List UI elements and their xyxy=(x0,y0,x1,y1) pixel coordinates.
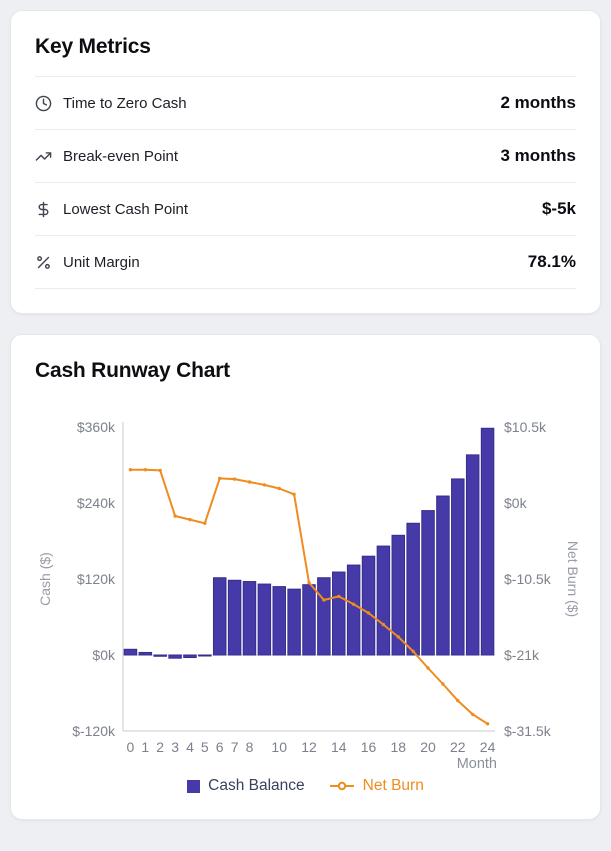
net-burn-marker-icon xyxy=(329,781,354,791)
svg-text:8: 8 xyxy=(246,739,254,755)
svg-text:3: 3 xyxy=(171,739,179,755)
legend-item-cash-balance[interactable]: Cash Balance xyxy=(187,777,305,795)
svg-text:24: 24 xyxy=(480,739,496,755)
metric-label: Unit Margin xyxy=(63,253,140,271)
metric-row-lowest-cash-point: Lowest Cash Point $-5k xyxy=(35,183,576,236)
x-axis-labels: 0 1 2 3 4 5 6 7 8 10 12 14 16 18 20 22 24 xyxy=(127,739,496,755)
svg-text:$120k: $120k xyxy=(77,571,116,587)
svg-text:$-10.5k: $-10.5k xyxy=(504,571,552,587)
net-burn-line xyxy=(128,468,490,726)
metric-row-break-even-point: Break-even Point 3 months xyxy=(35,130,576,183)
clock-icon xyxy=(35,95,52,112)
key-metrics-list: Time to Zero Cash 2 months Break-even Po… xyxy=(35,76,576,289)
legend-label-net-burn: Net Burn xyxy=(362,777,424,794)
svg-text:$0k: $0k xyxy=(504,495,528,511)
svg-text:1: 1 xyxy=(141,739,149,755)
svg-text:$10.5k: $10.5k xyxy=(504,419,547,435)
metric-value: 3 months xyxy=(500,146,576,165)
left-axis-title: Cash ($) xyxy=(37,552,53,606)
svg-text:$0k: $0k xyxy=(92,647,116,663)
key-metrics-card: Key Metrics Time to Zero Cash 2 months B… xyxy=(10,10,601,314)
cash-balance-swatch xyxy=(187,779,201,793)
legend-label-cash-balance: Cash Balance xyxy=(208,777,305,794)
metric-value: $-5k xyxy=(541,199,576,218)
svg-text:$240k: $240k xyxy=(77,495,116,511)
svg-text:10: 10 xyxy=(271,739,287,755)
svg-text:4: 4 xyxy=(186,739,194,755)
cash-runway-title: Cash Runway Chart xyxy=(35,359,230,382)
metric-value: 78.1% xyxy=(527,252,576,271)
dollar-icon xyxy=(35,201,52,218)
svg-text:$-120k: $-120k xyxy=(72,723,116,739)
right-axis-title: Net Burn ($) xyxy=(565,541,578,617)
key-metrics-title: Key Metrics xyxy=(35,35,151,58)
right-axis-labels: $10.5k $0k $-10.5k $-21k $-31.5k xyxy=(504,419,552,739)
svg-text:6: 6 xyxy=(216,739,224,755)
metric-label: Lowest Cash Point xyxy=(63,200,189,218)
svg-text:16: 16 xyxy=(361,739,377,755)
chart-legend: Cash Balance Net Burn xyxy=(35,777,576,795)
svg-text:2: 2 xyxy=(156,739,164,755)
svg-text:$360k: $360k xyxy=(77,419,116,435)
left-axis-labels: $360k $240k $120k $0k $-120k xyxy=(72,419,116,739)
trending-up-icon xyxy=(35,148,52,165)
metric-label: Break-even Point xyxy=(63,147,179,165)
percent-icon xyxy=(35,254,52,271)
svg-text:$-31.5k: $-31.5k xyxy=(504,723,552,739)
svg-text:0: 0 xyxy=(127,739,135,755)
metric-row-unit-margin: Unit Margin 78.1% xyxy=(35,236,576,289)
svg-text:14: 14 xyxy=(331,739,347,755)
svg-text:5: 5 xyxy=(201,739,209,755)
metric-value: 2 months xyxy=(500,93,576,112)
svg-text:$-21k: $-21k xyxy=(504,647,540,663)
x-axis-title: Month xyxy=(457,756,497,771)
svg-text:20: 20 xyxy=(420,739,436,755)
legend-item-net-burn[interactable]: Net Burn xyxy=(329,777,424,795)
cash-balance-bars xyxy=(123,427,495,659)
svg-text:22: 22 xyxy=(450,739,466,755)
cash-runway-chart: $360k $240k $120k $0k $-120k $10.5k $0k $-10.5k… xyxy=(37,419,578,771)
metric-label: Time to Zero Cash xyxy=(63,94,187,112)
svg-text:7: 7 xyxy=(231,739,239,755)
metric-row-time-to-zero-cash: Time to Zero Cash 2 months xyxy=(35,77,576,130)
svg-text:12: 12 xyxy=(301,739,317,755)
svg-text:18: 18 xyxy=(391,739,407,755)
chart-area: $360k $240k $120k $0k $-120k $10.5k $0k $-10.5k… xyxy=(35,419,578,771)
cash-runway-card: Cash Runway Chart $360k $240k $120k $0k $-12… xyxy=(10,334,601,820)
